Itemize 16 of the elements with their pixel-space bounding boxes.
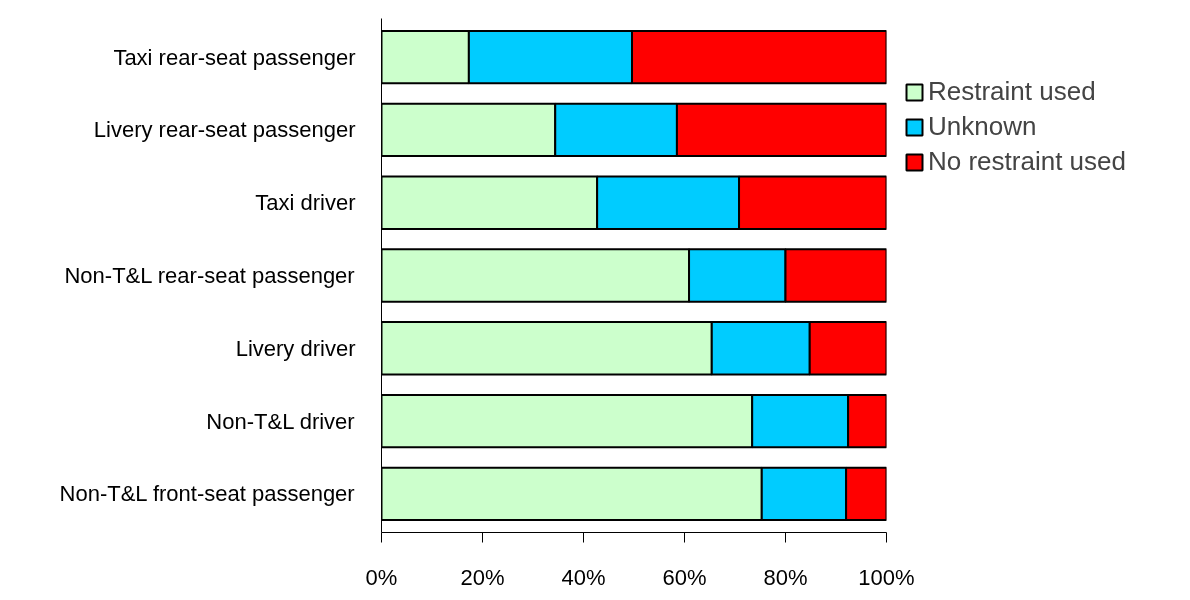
legend-label: Restraint used [928,76,1096,107]
x-tick-label: 40% [561,564,606,590]
x-tick-label: 20% [460,564,505,590]
y-tick-label: Livery driver [235,335,356,361]
y-tick-label: Taxi rear-seat passenger [113,44,356,70]
y-tick-label: Non-T&L front-seat passenger [59,481,355,507]
y-tick-label: Livery rear-seat passenger [93,117,356,143]
x-tick-label: 80% [763,564,808,590]
x-tick-label: 0% [365,564,398,590]
y-tick-label: Taxi driver [255,190,356,216]
legend-label: No restraint used [928,146,1126,177]
legend-label: Unknown [928,111,1037,142]
y-tick-label: Non-T&L driver [206,408,355,434]
x-tick-label: 60% [662,564,707,590]
x-tick-label: 100% [858,564,915,590]
y-tick-label: Non-T&L rear-seat passenger [64,263,355,288]
